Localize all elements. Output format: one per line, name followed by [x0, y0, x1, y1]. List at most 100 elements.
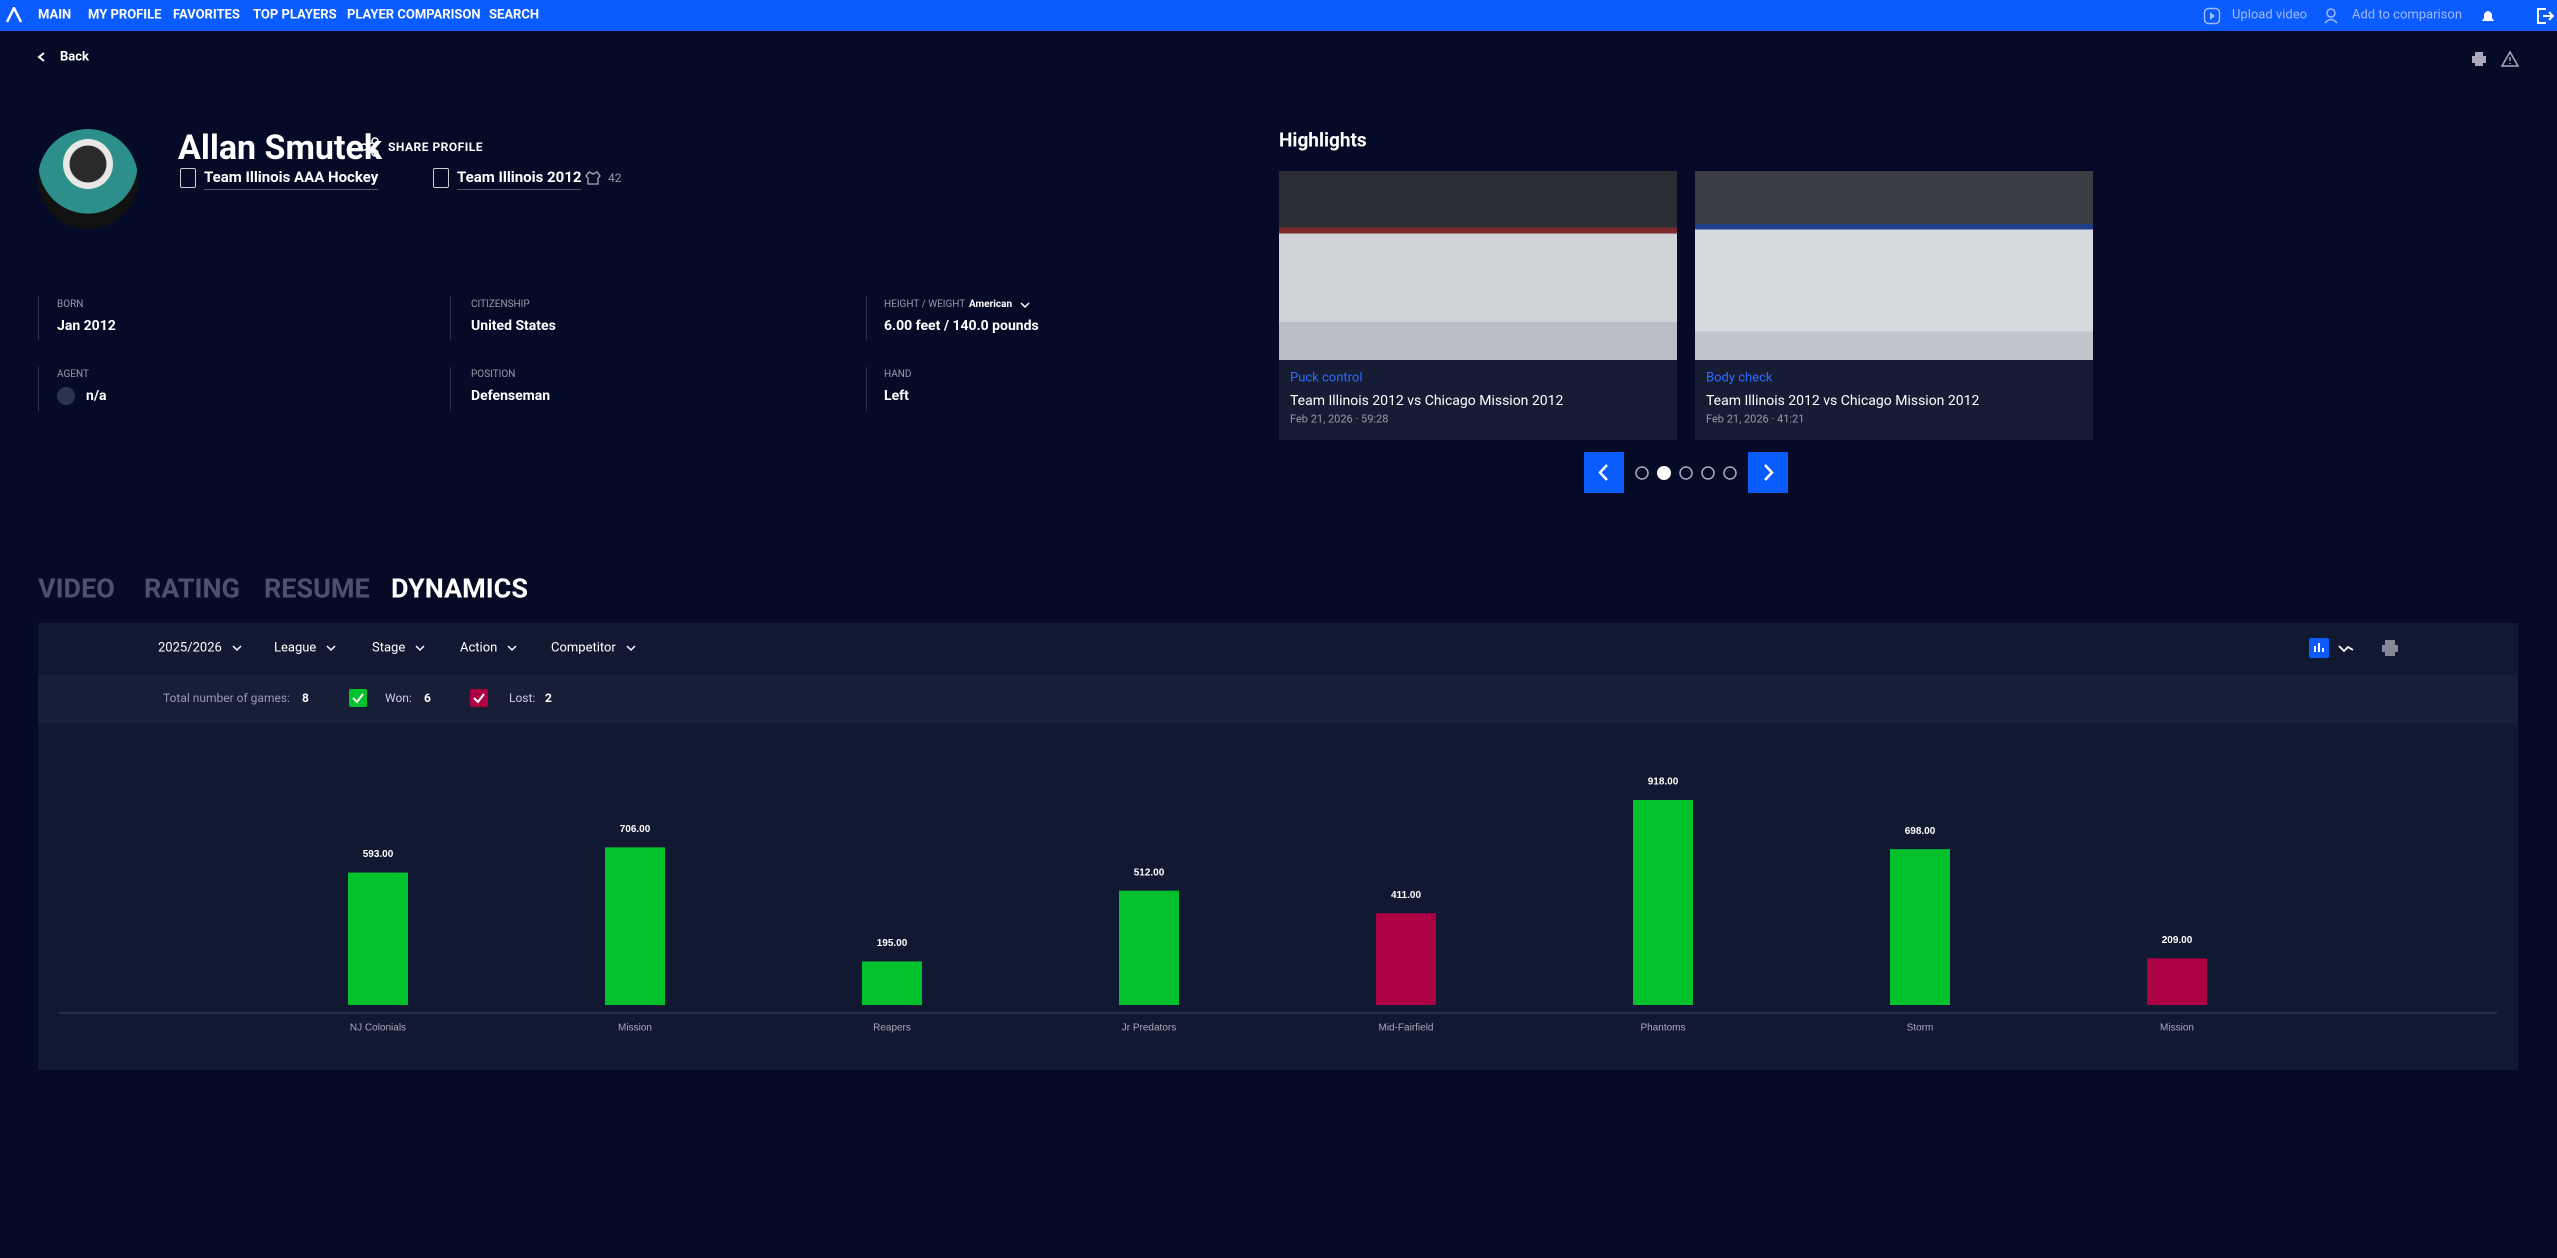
- chevron: [326, 645, 336, 652]
- x-tick-label: Jr Predators: [1122, 1023, 1176, 1034]
- stat-label: Total number of games:: [163, 691, 290, 705]
- carousel-next[interactable]: [1748, 452, 1788, 493]
- x-tick-label: Storm: [1907, 1023, 1934, 1034]
- divider: [866, 296, 867, 340]
- highlight-date: Feb 21, 2026 · 41:21: [1706, 412, 1805, 426]
- carousel-dots[interactable]: [1630, 463, 1742, 483]
- nav-link[interactable]: SEARCH: [489, 7, 540, 23]
- share-icon[interactable]: [360, 137, 380, 157]
- filter-dropdown[interactable]: 2025/2026: [158, 640, 222, 656]
- tab[interactable]: DYNAMICS: [391, 572, 528, 605]
- nav-link[interactable]: TOP PLAYERS: [253, 7, 337, 23]
- tab[interactable]: RESUME: [264, 572, 370, 605]
- print-icon[interactable]: [2470, 50, 2488, 68]
- unit-toggle[interactable]: American: [969, 299, 1013, 310]
- stat-value: 8: [302, 691, 309, 705]
- compare-icon[interactable]: [2324, 7, 2342, 25]
- lost-icon: [470, 689, 488, 707]
- divider: [866, 367, 867, 411]
- divider: [450, 296, 451, 340]
- nav-bar: [0, 0, 2557, 31]
- print-chart-icon[interactable]: [2380, 638, 2400, 658]
- filter-dropdown[interactable]: League: [274, 640, 317, 656]
- bar: [348, 872, 408, 1005]
- info-label: AGENT: [57, 369, 89, 380]
- nav-link[interactable]: PLAYER COMPARISON: [347, 7, 481, 23]
- jersey-icon: [585, 171, 601, 185]
- stat-label: Lost:: [509, 691, 536, 705]
- team-link[interactable]: Team Illinois AAA Hockey: [204, 170, 379, 190]
- bar: [1890, 849, 1950, 1005]
- info-value: Defenseman: [471, 388, 551, 404]
- line-view-toggle[interactable]: [2336, 638, 2356, 658]
- highlight-date: Feb 21, 2026 · 59:28: [1290, 412, 1389, 426]
- video-thumbnail[interactable]: [1695, 171, 2093, 360]
- bar-view-toggle[interactable]: [2309, 638, 2329, 658]
- stat-label: Won:: [385, 691, 412, 705]
- logout-icon[interactable]: [2536, 7, 2554, 25]
- squad-link[interactable]: Team Illinois 2012: [457, 170, 582, 190]
- nav-link[interactable]: FAVORITES: [173, 7, 240, 23]
- x-tick-label: Mid-Fairfield: [1378, 1023, 1433, 1034]
- bar: [1119, 890, 1179, 1005]
- report-icon[interactable]: [2501, 50, 2519, 68]
- info-label: HAND: [884, 369, 912, 380]
- x-tick-label: Reapers: [873, 1023, 911, 1034]
- bar: [2147, 958, 2207, 1005]
- x-tick-label: Mission: [2160, 1023, 2194, 1034]
- filter-dropdown[interactable]: Action: [460, 640, 498, 656]
- info-value: United States: [471, 318, 556, 334]
- upload-icon[interactable]: [2203, 7, 2221, 25]
- value-label: 195.00: [877, 938, 908, 949]
- divider: [38, 296, 39, 340]
- bar: [1376, 913, 1436, 1005]
- info-value: n/a: [86, 388, 107, 404]
- bar: [862, 961, 922, 1005]
- value-label: 918.00: [1648, 777, 1679, 788]
- nav-link[interactable]: MAIN: [38, 7, 72, 23]
- info-label: BORN: [57, 299, 84, 310]
- logo[interactable]: [6, 7, 22, 23]
- value-label: 698.00: [1905, 826, 1936, 837]
- value-label: 512.00: [1134, 867, 1165, 878]
- chevron: [415, 645, 425, 652]
- agent-avatar: [57, 387, 75, 405]
- bar: [605, 847, 665, 1005]
- highlight-title[interactable]: Team Illinois 2012 vs Chicago Mission 20…: [1706, 393, 1980, 409]
- divider: [450, 367, 451, 411]
- chevron: [626, 645, 636, 652]
- value-label: 411.00: [1391, 890, 1421, 901]
- info-value: Jan 2012: [57, 318, 116, 334]
- back-link[interactable]: Back: [60, 49, 89, 65]
- highlight-title[interactable]: Team Illinois 2012 vs Chicago Mission 20…: [1290, 393, 1564, 409]
- video-thumbnail[interactable]: [1279, 171, 1677, 360]
- tab[interactable]: VIDEO: [38, 572, 115, 605]
- filter-dropdown[interactable]: Competitor: [551, 640, 616, 656]
- value-label: 209.00: [2162, 935, 2193, 946]
- tab[interactable]: RATING: [144, 572, 240, 605]
- team-icon: [180, 168, 196, 188]
- filter-dropdown[interactable]: Stage: [372, 640, 406, 656]
- back-icon[interactable]: [36, 51, 48, 63]
- divider: [38, 367, 39, 411]
- share-profile[interactable]: SHARE PROFILE: [388, 140, 483, 154]
- won-icon: [349, 689, 367, 707]
- chevron: [507, 645, 517, 652]
- nav-link[interactable]: MY PROFILE: [88, 7, 162, 23]
- stat-value: 6: [424, 691, 431, 705]
- info-value: Left: [884, 388, 909, 404]
- x-tick-label: Phantoms: [1640, 1023, 1685, 1034]
- player-name: Allan Smutek: [178, 128, 382, 168]
- info-label: CITIZENSHIP: [471, 299, 530, 310]
- highlight-tag[interactable]: Body check: [1706, 370, 1773, 386]
- upload-video[interactable]: Upload video: [2232, 7, 2308, 23]
- carousel-prev[interactable]: [1584, 452, 1624, 493]
- x-tick-label: NJ Colonials: [350, 1023, 406, 1034]
- highlight-tag[interactable]: Puck control: [1290, 370, 1363, 386]
- bell-icon[interactable]: [2479, 7, 2497, 25]
- value-label: 706.00: [620, 824, 651, 835]
- add-to-comparison[interactable]: Add to comparison: [2352, 7, 2462, 23]
- chevron: [232, 645, 242, 652]
